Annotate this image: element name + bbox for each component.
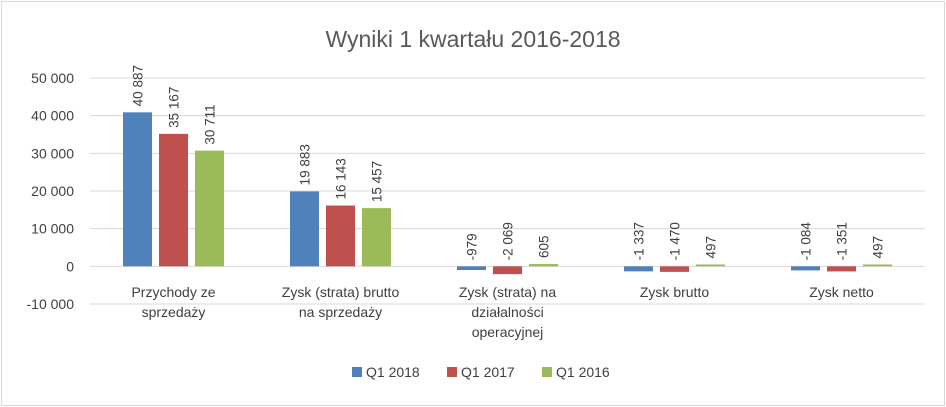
data-label: 16 143 [334,158,349,199]
category-label: Zysk (strata) brutto [282,284,400,300]
data-label: 40 887 [131,65,146,106]
bar [493,266,522,275]
y-tick-label: 0 [66,258,74,274]
data-label: -1 470 [668,222,683,260]
category-label: Przychody ze [131,284,215,300]
legend-item: Q1 2018 [352,364,420,380]
data-label: -1 337 [632,222,647,260]
data-label: 497 [704,236,719,259]
y-tick-label: 10 000 [31,221,74,237]
y-tick-label: 40 000 [31,108,74,124]
category-label: Zysk brutto [640,284,709,300]
bar [529,264,558,267]
y-tick-label: 50 000 [31,70,74,86]
bar [660,266,689,272]
category-label: operacyjnej [472,324,544,340]
y-tick-label: -10 000 [27,296,75,312]
y-tick-label: 30 000 [31,145,74,161]
legend-label: Q1 2018 [366,364,420,380]
legend-label: Q1 2017 [461,364,515,380]
data-label: 497 [871,236,886,259]
category-label: sprzedaży [142,304,206,320]
data-label: 35 167 [167,87,182,128]
legend-swatch [352,367,362,377]
category-label: Zysk netto [809,284,874,300]
bar [696,264,725,267]
category-label: działalności [471,304,543,320]
bar [362,208,391,267]
data-label: 605 [537,236,552,259]
bar [457,266,486,271]
legend-swatch [542,367,552,377]
data-label: -1 084 [799,222,814,261]
category-label: na sprzedaży [299,304,382,320]
category-label: Zysk (strata) na [459,284,556,300]
bar [827,266,856,272]
bar [791,266,820,271]
legend-label: Q1 2016 [556,364,610,380]
data-label: -979 [465,233,480,260]
bar [863,264,892,267]
data-label: 30 711 [203,104,218,144]
legend-item: Q1 2017 [447,364,515,380]
data-label: 15 457 [370,161,385,202]
y-tick-label: 20 000 [31,183,74,199]
data-label: -1 351 [835,222,850,260]
legend-swatch [447,367,457,377]
legend-item: Q1 2016 [542,364,610,380]
bar [624,266,653,272]
bar [290,191,319,267]
data-label: 19 883 [298,144,313,185]
bar [159,133,188,267]
bar [123,112,152,267]
bar [326,205,355,267]
chart-title: Wyniki 1 kwartału 2016-2018 [325,26,620,52]
bar [195,150,224,267]
data-label: -2 069 [501,222,516,260]
